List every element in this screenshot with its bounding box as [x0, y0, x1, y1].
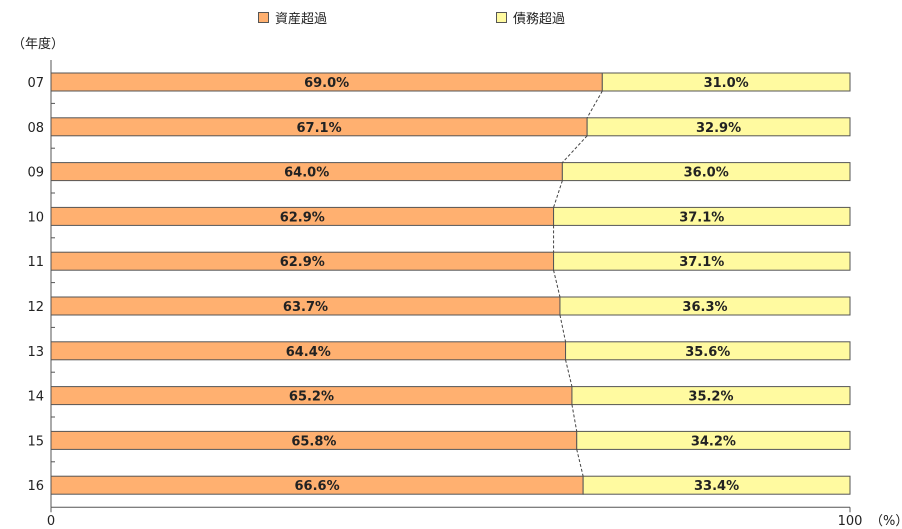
bar-value-label: 37.1%	[679, 210, 724, 225]
bar-value-label: 34.2%	[691, 434, 736, 449]
bar-value-label: 36.0%	[684, 166, 729, 181]
bar-segment	[601, 72, 851, 92]
connector-line	[571, 404, 578, 432]
bar-segment	[582, 475, 851, 495]
bar-segment	[561, 162, 851, 182]
y-tick-label: 07	[27, 76, 44, 91]
bar-segment	[586, 117, 851, 137]
legend-swatch-debt	[496, 12, 507, 23]
bar-segment	[559, 296, 851, 316]
legend-item-asset: 資産超過	[258, 8, 327, 27]
bar-value-label: 62.9%	[280, 255, 325, 270]
bar-value-label: 37.1%	[679, 255, 724, 270]
bar-value-label: 33.4%	[694, 479, 739, 494]
y-tick-label: 11	[27, 255, 44, 270]
bar-value-label: 67.1%	[297, 121, 342, 136]
bar-segment	[553, 251, 851, 271]
y-tick-label: 10	[27, 210, 44, 225]
bar-value-label: 65.2%	[289, 390, 334, 405]
x-tick-label: 100	[838, 514, 863, 529]
y-tick-label: 08	[27, 121, 44, 136]
bar-segment	[565, 341, 851, 361]
connector-line	[565, 359, 573, 387]
y-tick-label: 16	[27, 479, 44, 494]
y-tick-label: 14	[27, 390, 44, 405]
connector-line	[553, 270, 561, 298]
legend-label-asset: 資産超過	[275, 12, 328, 27]
bar-value-label: 62.9%	[280, 210, 325, 225]
bar-value-label: 35.2%	[688, 390, 733, 405]
bar-segment	[553, 206, 851, 226]
y-tick-label: 12	[27, 300, 44, 315]
connector-line	[576, 449, 584, 477]
x-axis-unit-label: （%）	[870, 514, 902, 529]
bar-segment	[571, 386, 851, 406]
bar-value-label: 69.0%	[304, 76, 349, 91]
bar-value-label: 64.0%	[284, 166, 329, 181]
bar-value-label: 35.6%	[685, 345, 730, 360]
bar-value-label: 65.8%	[291, 434, 336, 449]
y-axis-unit-label: （年度）	[12, 37, 65, 52]
y-tick-label: 09	[27, 166, 44, 181]
x-tick-label: 0	[47, 514, 55, 529]
legend-swatch-asset	[258, 12, 269, 23]
connector-line	[561, 135, 588, 163]
connector-line	[586, 90, 603, 119]
connector-line	[553, 180, 563, 208]
bar-value-label: 66.6%	[295, 479, 340, 494]
y-tick-label: 15	[27, 434, 44, 449]
bar-value-label: 36.3%	[682, 300, 727, 315]
bar-value-label: 64.4%	[286, 345, 331, 360]
legend-label-debt: 債務超過	[513, 12, 566, 27]
bar-value-label: 63.7%	[283, 300, 328, 315]
y-tick-label: 13	[27, 345, 44, 360]
connector-line	[559, 314, 567, 342]
bar-value-label: 31.0%	[704, 76, 749, 91]
bar-segment	[576, 430, 851, 450]
bar-value-label: 32.9%	[696, 121, 741, 136]
legend-item-debt: 債務超過	[496, 8, 565, 27]
